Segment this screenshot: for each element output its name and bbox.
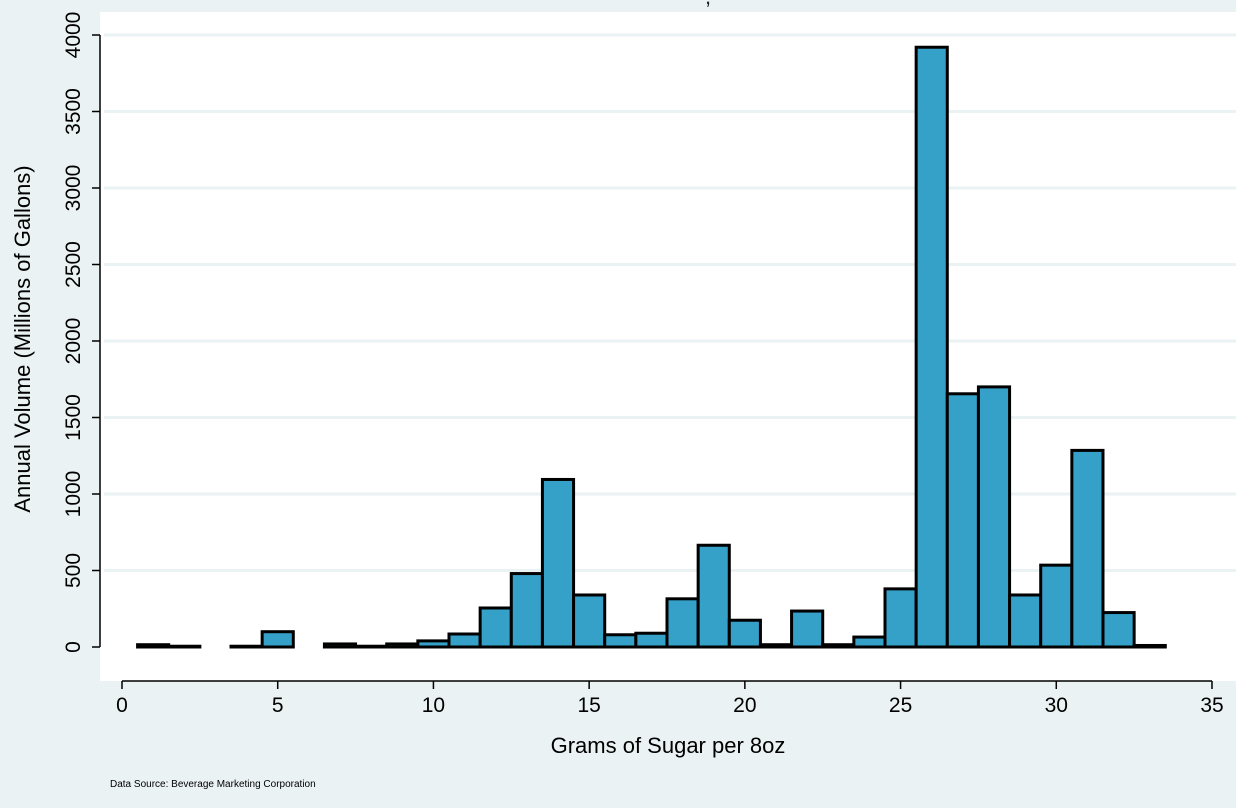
chart-title-fragment: , <box>705 0 711 9</box>
y-tick-label: 0 <box>62 641 85 653</box>
x-tick-label: 25 <box>889 694 912 717</box>
bar <box>1132 643 1167 649</box>
y-tick-label: 1000 <box>62 471 85 518</box>
bar <box>790 609 825 649</box>
bar <box>540 477 576 649</box>
bar <box>229 644 264 649</box>
bars <box>136 45 1167 649</box>
source-note: Data Source: Beverage Marketing Corporat… <box>110 779 316 790</box>
bar <box>696 543 731 649</box>
gridlines <box>104 33 1236 572</box>
bar <box>572 593 607 649</box>
bar <box>167 644 202 649</box>
bar <box>447 632 482 649</box>
y-tick-label: 3000 <box>62 165 85 212</box>
bar <box>1039 563 1074 649</box>
x-tick-label: 15 <box>577 694 600 717</box>
bar <box>1070 448 1105 649</box>
bar <box>354 644 389 649</box>
bar <box>758 643 794 649</box>
x-axis-label: Grams of Sugar per 8oz <box>551 733 786 758</box>
bar <box>727 618 762 649</box>
bar <box>1008 593 1043 649</box>
y-tick-label: 1500 <box>62 394 85 441</box>
bar <box>976 385 1012 649</box>
y-tick-label: 3500 <box>62 88 85 135</box>
axes: 0 500 1000 1500 2000 2500 3000 3500 4000 0 5 10 15 20… <box>62 12 1224 717</box>
y-tick-label: 2000 <box>62 318 85 365</box>
bar <box>665 597 700 649</box>
x-tick-label: 20 <box>733 694 756 717</box>
bar <box>416 639 451 649</box>
bar <box>1101 611 1136 649</box>
bar <box>136 643 171 649</box>
x-tick-label: 5 <box>272 694 284 717</box>
bar <box>509 572 544 649</box>
bar <box>883 587 918 649</box>
y-axis-label: Annual Volume (Millions of Gallons) <box>10 165 35 512</box>
x-tick-label: 35 <box>1200 694 1223 717</box>
y-tick-label: 2500 <box>62 241 85 288</box>
bar <box>914 45 949 649</box>
bar <box>821 643 856 649</box>
x-tick-label: 0 <box>116 694 128 717</box>
bar <box>322 642 358 649</box>
bar <box>603 633 638 649</box>
bar <box>385 642 420 649</box>
bar <box>634 631 669 649</box>
bar <box>945 392 980 649</box>
y-tick-label: 4000 <box>62 12 85 59</box>
bar <box>852 635 887 649</box>
bar <box>260 630 295 649</box>
y-tick-label: 500 <box>62 553 85 588</box>
x-tick-label: 30 <box>1045 694 1068 717</box>
bar <box>478 606 513 649</box>
x-tick-label: 10 <box>422 694 445 717</box>
